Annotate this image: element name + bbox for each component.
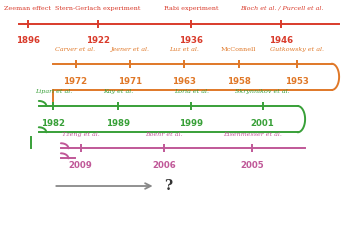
Text: 1936: 1936 — [179, 36, 203, 45]
Text: Gutkowsky et al.: Gutkowsky et al. — [270, 47, 324, 52]
Text: Rabi experiment: Rabi experiment — [164, 6, 218, 11]
Text: 1922: 1922 — [86, 36, 110, 45]
Text: Eisenmesser et al.: Eisenmesser et al. — [223, 131, 282, 136]
Text: 1982: 1982 — [41, 118, 65, 127]
Text: 1963: 1963 — [172, 76, 196, 85]
Text: 1972: 1972 — [63, 76, 88, 85]
Text: 2006: 2006 — [152, 161, 176, 169]
Text: 1896: 1896 — [16, 36, 40, 45]
Text: 1999: 1999 — [179, 118, 203, 127]
Text: Boehr et al.: Boehr et al. — [145, 131, 183, 136]
Text: Kay et al.: Kay et al. — [103, 89, 133, 94]
Text: 1971: 1971 — [118, 76, 142, 85]
Text: 2001: 2001 — [251, 118, 274, 127]
Text: ?: ? — [164, 179, 172, 193]
Text: Skrynnikov et al.: Skrynnikov et al. — [235, 89, 290, 94]
Text: 2005: 2005 — [240, 161, 264, 169]
Text: Jeener et al.: Jeener et al. — [111, 47, 149, 52]
Text: McConnell: McConnell — [221, 47, 257, 52]
Text: 1953: 1953 — [285, 76, 309, 85]
Text: Bloch et al. / Purcell et al.: Bloch et al. / Purcell et al. — [240, 6, 323, 11]
Text: 2009: 2009 — [69, 161, 92, 169]
Text: Stern-Gerlach experiment: Stern-Gerlach experiment — [55, 6, 140, 11]
Text: Loria et al.: Loria et al. — [174, 89, 209, 94]
Text: Lipari et al.: Lipari et al. — [35, 89, 72, 94]
Text: 1958: 1958 — [227, 76, 251, 85]
Text: 1946: 1946 — [269, 36, 293, 45]
Text: Carver et al.: Carver et al. — [55, 47, 96, 52]
Text: 1989: 1989 — [106, 118, 130, 127]
Text: Tzeng et al.: Tzeng et al. — [62, 131, 99, 136]
Text: Luz et al.: Luz et al. — [169, 47, 199, 52]
Text: Zeeman effect: Zeeman effect — [5, 6, 51, 11]
